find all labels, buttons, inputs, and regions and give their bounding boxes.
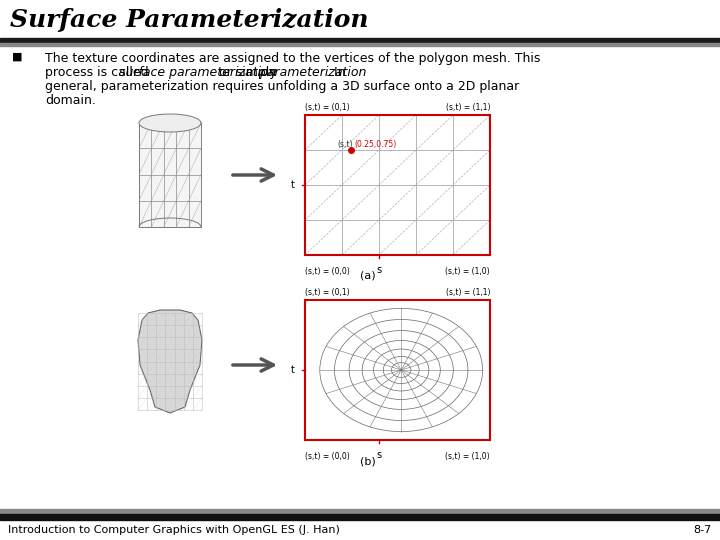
Text: 8-7: 8-7 — [694, 525, 712, 535]
Bar — [305, 300, 490, 440]
Text: (0.25,0.75): (0.25,0.75) — [354, 140, 397, 149]
Text: process is called: process is called — [45, 66, 153, 79]
Text: Surface Parameterization: Surface Parameterization — [10, 8, 369, 32]
Text: ■: ■ — [12, 52, 22, 62]
Text: (b): (b) — [359, 456, 375, 466]
Text: t: t — [291, 365, 295, 375]
Bar — [305, 115, 490, 255]
Text: (s,t) = (1,1): (s,t) = (1,1) — [446, 288, 490, 297]
Text: domain.: domain. — [45, 94, 96, 107]
Bar — [0, 509, 720, 514]
Text: (s,t) = (0,0): (s,t) = (0,0) — [305, 267, 350, 276]
Text: The texture coordinates are assigned to the vertices of the polygon mesh. This: The texture coordinates are assigned to … — [45, 52, 541, 65]
Polygon shape — [138, 310, 202, 413]
Text: or simply: or simply — [215, 66, 281, 79]
Text: . In: . In — [326, 66, 346, 79]
Text: general, parameterization requires unfolding a 3D surface onto a 2D planar: general, parameterization requires unfol… — [45, 80, 519, 93]
Text: (s,t) = (0,1): (s,t) = (0,1) — [305, 288, 350, 297]
Text: surface parameterization: surface parameterization — [119, 66, 276, 79]
Bar — [0, 520, 720, 540]
Bar — [0, 0, 720, 40]
Bar — [0, 514, 720, 520]
Bar — [305, 115, 490, 255]
Text: (s,t) = (1,0): (s,t) = (1,0) — [446, 452, 490, 461]
Text: Introduction to Computer Graphics with OpenGL ES (J. Han): Introduction to Computer Graphics with O… — [8, 525, 340, 535]
Bar — [305, 300, 490, 440]
Text: parameterization: parameterization — [259, 66, 366, 79]
Text: (s,t) = (1,0): (s,t) = (1,0) — [446, 267, 490, 276]
Bar — [0, 38, 720, 42]
Text: (s,t): (s,t) — [337, 140, 353, 149]
Text: (a): (a) — [360, 271, 375, 281]
Text: s: s — [377, 265, 382, 275]
Text: s: s — [377, 450, 382, 460]
Bar — [0, 43, 720, 46]
Text: (s,t) = (1,1): (s,t) = (1,1) — [446, 103, 490, 112]
Text: t: t — [291, 180, 295, 190]
Bar — [139, 122, 201, 227]
Text: (s,t) = (0,0): (s,t) = (0,0) — [305, 452, 350, 461]
Ellipse shape — [139, 114, 201, 132]
Text: (s,t) = (0,1): (s,t) = (0,1) — [305, 103, 350, 112]
